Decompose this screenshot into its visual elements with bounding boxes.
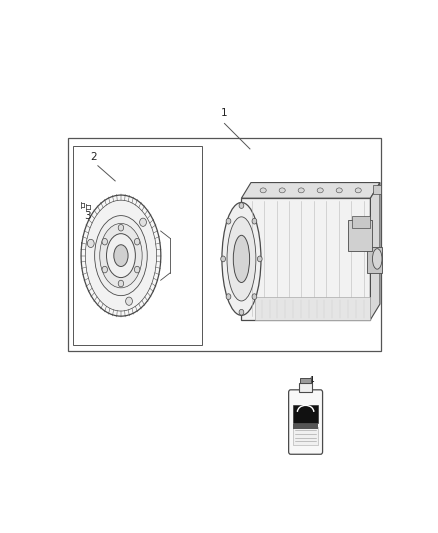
Circle shape	[134, 238, 140, 245]
Circle shape	[239, 309, 244, 315]
Circle shape	[226, 294, 231, 300]
Ellipse shape	[336, 188, 342, 193]
Circle shape	[140, 218, 146, 227]
Ellipse shape	[81, 195, 161, 316]
Polygon shape	[255, 297, 371, 320]
Bar	[293, 406, 318, 423]
Bar	[293, 424, 318, 429]
Circle shape	[118, 224, 124, 231]
Ellipse shape	[95, 216, 147, 296]
Bar	[348, 220, 372, 251]
Text: 3: 3	[84, 211, 90, 221]
Ellipse shape	[227, 217, 256, 301]
Bar	[293, 427, 318, 445]
Circle shape	[239, 203, 244, 208]
Circle shape	[118, 280, 124, 287]
Text: 4: 4	[308, 376, 314, 386]
Polygon shape	[241, 183, 380, 198]
Circle shape	[226, 219, 231, 224]
Ellipse shape	[355, 188, 361, 193]
Ellipse shape	[114, 245, 128, 266]
Ellipse shape	[106, 233, 135, 278]
Ellipse shape	[85, 200, 157, 311]
Bar	[352, 216, 371, 228]
Ellipse shape	[279, 188, 285, 193]
Polygon shape	[241, 198, 371, 320]
Bar	[300, 378, 311, 383]
Bar	[367, 247, 382, 273]
Ellipse shape	[260, 188, 266, 193]
Circle shape	[258, 256, 262, 262]
Bar	[299, 383, 312, 392]
Ellipse shape	[298, 188, 304, 193]
Ellipse shape	[100, 223, 142, 288]
FancyBboxPatch shape	[289, 390, 322, 454]
Bar	[373, 185, 381, 194]
Circle shape	[252, 219, 257, 224]
Circle shape	[126, 297, 132, 305]
Ellipse shape	[317, 188, 323, 193]
Circle shape	[252, 294, 257, 300]
Ellipse shape	[233, 235, 250, 282]
Circle shape	[102, 266, 107, 273]
Text: 2: 2	[91, 151, 97, 161]
Circle shape	[221, 256, 226, 262]
Polygon shape	[371, 183, 380, 320]
Ellipse shape	[372, 248, 382, 269]
Circle shape	[102, 238, 107, 245]
Text: 1: 1	[221, 108, 228, 118]
Bar	[74, 146, 202, 345]
Circle shape	[134, 266, 140, 273]
Ellipse shape	[222, 203, 261, 316]
Circle shape	[88, 239, 94, 247]
Bar	[68, 138, 381, 351]
